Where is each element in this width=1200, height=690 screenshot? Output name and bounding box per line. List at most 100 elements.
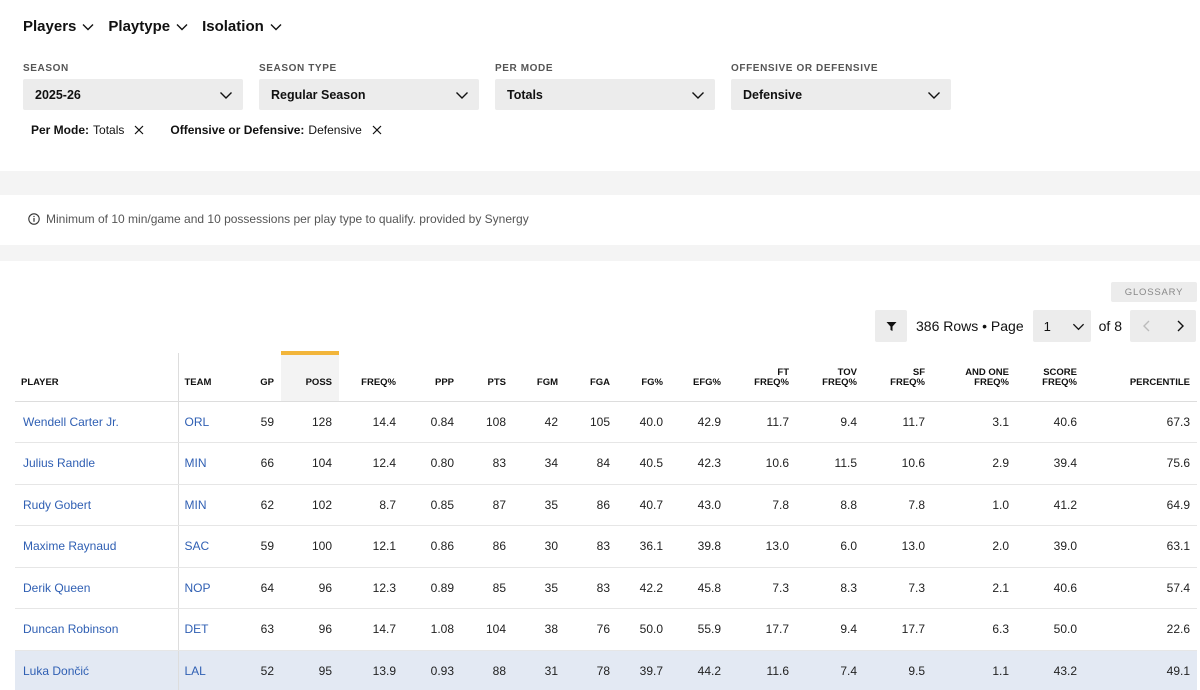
page-select[interactable]: 1 (1032, 310, 1091, 342)
prev-page-button[interactable] (1130, 310, 1163, 342)
table-cell: 39.0 (1016, 525, 1084, 568)
team-link[interactable]: NOP (178, 567, 235, 609)
column-header-ppp[interactable]: PPP (403, 353, 461, 402)
chip-value: Defensive (308, 123, 362, 137)
table-cell: 83 (565, 567, 617, 609)
column-header-efg-[interactable]: EFG% (670, 353, 728, 402)
player-link[interactable]: Luka Dončić (15, 650, 179, 690)
table-row: Duncan Robinson DET 63 96 14.7 1.08 104 38 76 50.… (15, 608, 1197, 651)
filter-offensive-defensive: OFFENSIVE OR DEFENSIVE Defensive (731, 63, 951, 110)
table-cell: 11.7 (864, 401, 932, 443)
table-cell: 86 (565, 484, 617, 526)
table-cell: 95 (281, 650, 339, 690)
table-cell: 105 (565, 401, 617, 443)
nav-label: Players (23, 18, 77, 35)
filter-label: SEASON (23, 63, 69, 74)
table-cell: 59 (235, 401, 281, 443)
header-line-2: PPP (434, 376, 454, 388)
table-cell: 84 (565, 442, 617, 485)
column-header-percentile[interactable]: PERCENTILE (1084, 353, 1197, 402)
player-link[interactable]: Maxime Raynaud (15, 525, 179, 568)
column-header-freq--and-one[interactable]: AND ONE FREQ% (932, 353, 1016, 402)
header-line-2: PTS (487, 376, 506, 388)
table-cell: 8.7 (339, 484, 403, 526)
chip-offensive-defensive: Offensive or Defensive: Defensive (170, 123, 382, 137)
select-value: Regular Season (271, 87, 366, 102)
player-link[interactable]: Julius Randle (15, 442, 179, 485)
table-cell: 0.85 (403, 484, 461, 526)
nav-dropdown-players[interactable]: Players (23, 18, 94, 35)
column-header-fga[interactable]: FGA (565, 353, 617, 402)
table-cell: 50.0 (617, 608, 670, 651)
table-cell: 10.6 (864, 442, 932, 485)
per-mode-select[interactable]: Totals (495, 79, 715, 110)
column-header-freq-[interactable]: FREQ% (339, 353, 403, 402)
table-cell: 42.3 (670, 442, 728, 485)
glossary-button[interactable]: GLOSSARY (1111, 282, 1197, 302)
table-cell: 102 (281, 484, 339, 526)
season-type-select[interactable]: Regular Season (259, 79, 479, 110)
table-cell: 59 (235, 525, 281, 568)
table-body: Wendell Carter Jr. ORL 59 128 14.4 0.84 108 42 1… (15, 401, 1197, 690)
column-header-poss[interactable]: POSS (281, 351, 339, 402)
table-cell: 12.4 (339, 442, 403, 485)
chevron-down-icon (176, 23, 188, 30)
page-total-text: of 8 (1098, 318, 1122, 334)
table-cell: 11.7 (728, 401, 796, 443)
table-cell: 83 (565, 525, 617, 568)
nav-dropdown-isolation[interactable]: Isolation (202, 18, 282, 35)
filter-label: OFFENSIVE OR DEFENSIVE (731, 63, 879, 74)
section-divider (0, 245, 1200, 261)
header-line-2: FREQ% (822, 376, 857, 388)
table-cell: 52 (235, 650, 281, 690)
table-cell: 40.0 (617, 401, 670, 443)
column-header-gp[interactable]: GP (235, 353, 281, 402)
table-cell: 0.93 (403, 650, 461, 690)
table-cell: 7.8 (864, 484, 932, 526)
column-header-player[interactable]: PLAYER (15, 353, 179, 402)
table-cell: 43.2 (1016, 650, 1084, 690)
chevron-down-icon (220, 91, 232, 99)
close-icon[interactable] (372, 125, 382, 135)
player-link[interactable]: Rudy Gobert (15, 484, 179, 526)
player-link[interactable]: Derik Queen (15, 567, 179, 609)
table-row: Rudy Gobert MIN 62 102 8.7 0.85 87 35 86 40.7 43.0… (15, 484, 1197, 526)
player-link[interactable]: Wendell Carter Jr. (15, 401, 179, 443)
team-link[interactable]: SAC (178, 525, 235, 568)
column-header-fg-[interactable]: FG% (617, 353, 670, 402)
team-link[interactable]: DET (178, 608, 235, 651)
column-header-fgm[interactable]: FGM (513, 353, 565, 402)
table-cell: 62 (235, 484, 281, 526)
table-row: Derik Queen NOP 64 96 12.3 0.89 85 35 83 42.2 45.8… (15, 567, 1197, 609)
team-link[interactable]: MIN (178, 442, 235, 485)
header-line-2: EFG% (693, 376, 721, 388)
column-header-freq--score[interactable]: SCORE FREQ% (1016, 353, 1084, 402)
column-header-team[interactable]: TEAM (178, 353, 235, 402)
next-page-button[interactable] (1163, 310, 1196, 342)
team-link[interactable]: ORL (178, 401, 235, 443)
note-text: Minimum of 10 min/game and 10 possession… (46, 212, 529, 226)
table-cell: 0.84 (403, 401, 461, 443)
offensive-defensive-select[interactable]: Defensive (731, 79, 951, 110)
table-cell: 87 (461, 484, 513, 526)
player-link[interactable]: Duncan Robinson (15, 608, 179, 651)
header-line-1: AND ONE (965, 366, 1009, 378)
team-link[interactable]: MIN (178, 484, 235, 526)
close-icon[interactable] (134, 125, 144, 135)
chip-per-mode: Per Mode: Totals (31, 123, 144, 137)
header-line-2: TEAM (184, 376, 212, 388)
column-header-pts[interactable]: PTS (461, 353, 513, 402)
table-cell: 7.4 (796, 650, 864, 690)
filter-label: SEASON TYPE (259, 63, 337, 74)
column-header-freq--ft[interactable]: FT FREQ% (728, 353, 796, 402)
table-row: Maxime Raynaud SAC 59 100 12.1 0.86 86 30 83 36.1… (15, 525, 1197, 568)
season-select[interactable]: 2025-26 (23, 79, 243, 110)
column-header-freq--tov[interactable]: TOV FREQ% (796, 353, 864, 402)
team-link[interactable]: LAL (178, 650, 235, 690)
nav-dropdown-playtype[interactable]: Playtype (108, 18, 188, 35)
chevron-down-icon (82, 23, 94, 30)
column-header-freq--sf[interactable]: SF FREQ% (864, 353, 932, 402)
table-cell: 75.6 (1084, 442, 1197, 485)
table-cell: 2.1 (932, 567, 1016, 609)
table-filter-button[interactable] (875, 310, 907, 342)
